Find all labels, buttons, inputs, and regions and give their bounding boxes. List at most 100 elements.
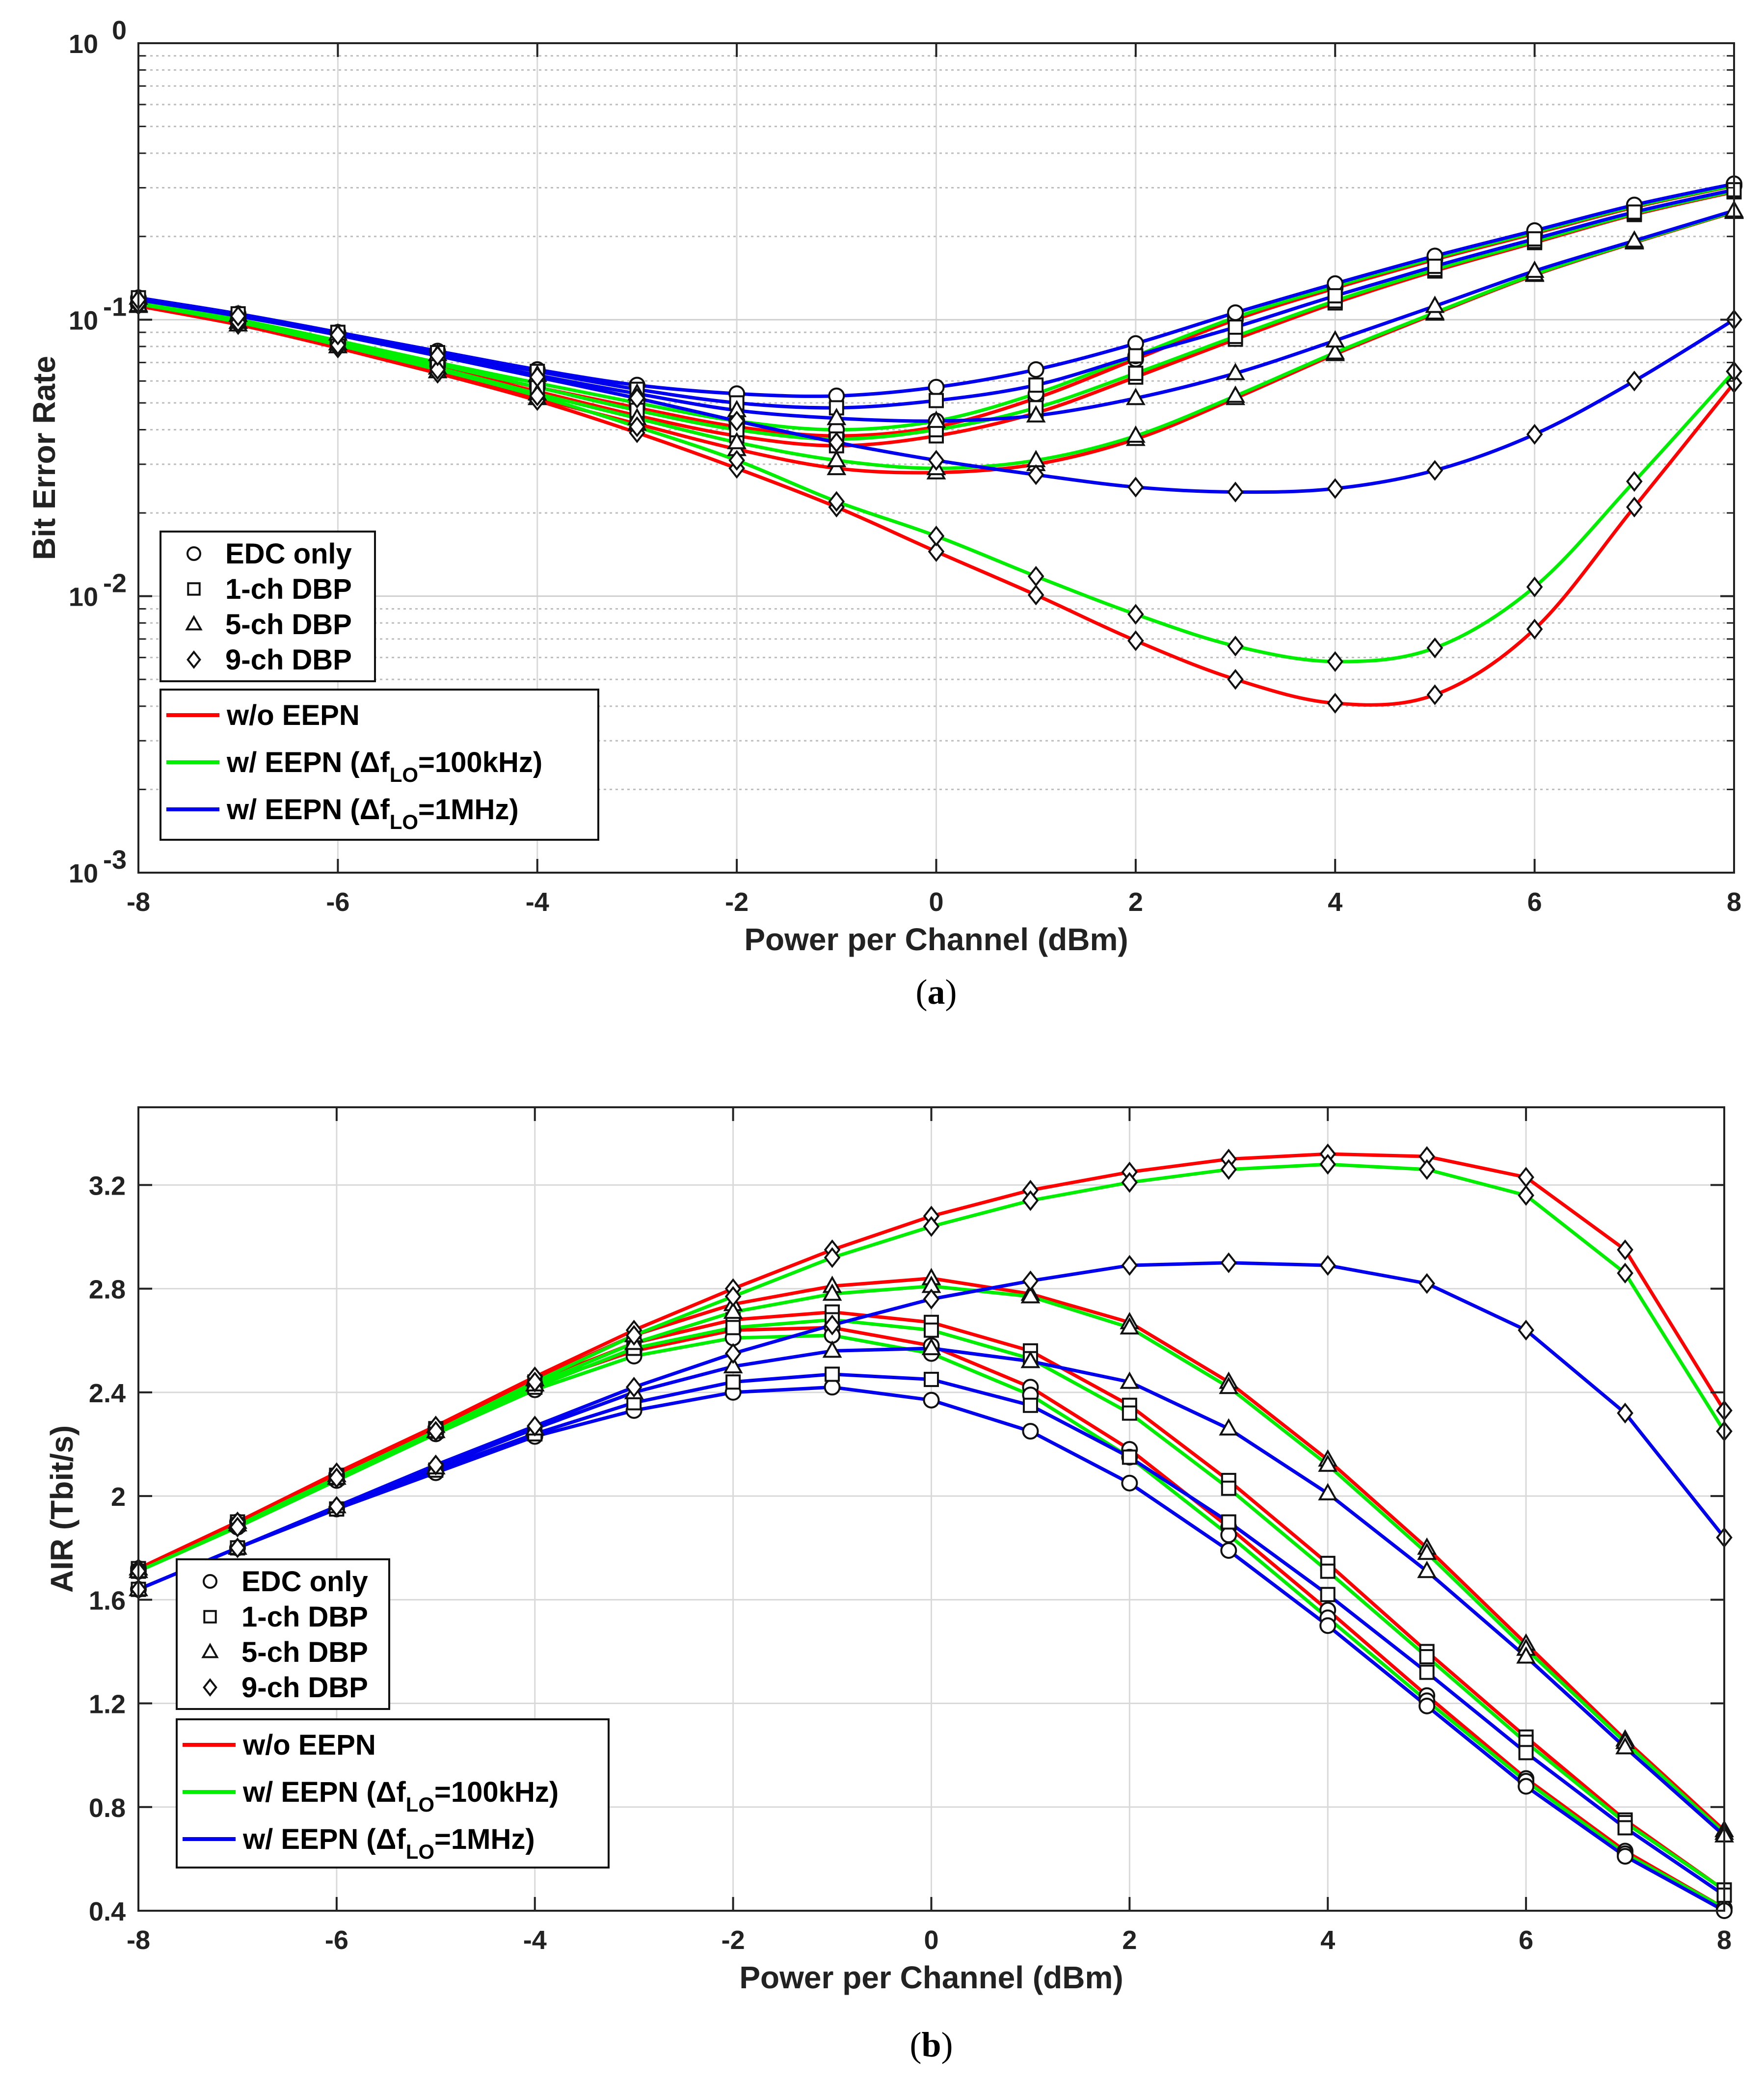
data-point-marker	[822, 1283, 842, 1301]
y-tick-exponent: 0	[112, 16, 127, 45]
data-point-marker	[1426, 637, 1443, 659]
data-point-marker	[924, 1371, 939, 1387]
data-point-marker	[1028, 377, 1044, 393]
data-point-marker	[1125, 387, 1146, 405]
data-point-marker	[229, 1517, 246, 1538]
data-point-marker	[923, 1216, 940, 1237]
data-point-marker	[1318, 1454, 1338, 1472]
y-tick-label: 10	[69, 583, 98, 612]
data-point-marker	[1020, 1351, 1041, 1368]
y-tick-label: 2.8	[89, 1275, 126, 1305]
data-point-marker	[1617, 1239, 1633, 1260]
data-point-marker	[625, 1325, 642, 1346]
data-point-marker	[1319, 1153, 1336, 1175]
data-point-marker	[1327, 693, 1344, 714]
data-point-marker	[1419, 1649, 1435, 1664]
data-point-marker	[1524, 260, 1545, 278]
legend-label: 5-ch DBP	[241, 1636, 368, 1668]
data-point-marker	[428, 1420, 444, 1442]
data-point-marker	[923, 1288, 940, 1309]
data-point-marker	[921, 1337, 941, 1356]
data-point-marker	[1418, 1159, 1435, 1180]
data-point-marker	[1526, 424, 1543, 445]
data-point-marker	[429, 359, 446, 380]
x-tick-label: 0	[924, 1925, 938, 1955]
panel-caption: (a)	[916, 972, 957, 1012]
y-tick-label: 0.4	[89, 1897, 126, 1926]
data-point-marker	[1121, 1474, 1138, 1492]
data-point-marker	[1526, 618, 1543, 640]
data-point-marker	[1127, 630, 1144, 651]
x-tick-label: -6	[325, 1925, 348, 1955]
data-point-marker	[1516, 1646, 1536, 1664]
data-point-marker	[328, 1467, 345, 1489]
data-point-marker	[1022, 1190, 1039, 1211]
y-tick-label: 1.2	[89, 1690, 126, 1719]
y-tick-label: 10	[69, 306, 98, 335]
x-tick-label: 2	[1128, 887, 1143, 917]
data-point-marker	[529, 385, 546, 406]
data-point-marker	[1227, 304, 1244, 321]
legend-label: EDC only	[225, 538, 352, 570]
data-point-marker	[1121, 1172, 1138, 1193]
data-point-marker	[1125, 425, 1146, 443]
data-point-marker	[1220, 1252, 1237, 1274]
data-point-marker	[1626, 496, 1643, 518]
x-tick-label: -2	[725, 887, 748, 917]
data-point-marker	[1122, 1449, 1137, 1465]
y-tick-label: 0.8	[89, 1793, 126, 1823]
data-point-marker	[1027, 565, 1044, 587]
legend-marker-triangle	[185, 614, 203, 631]
data-point-marker	[1120, 1317, 1140, 1335]
data-point-marker	[1419, 1664, 1435, 1680]
data-point-marker	[1027, 585, 1044, 606]
data-point-marker	[1627, 204, 1642, 220]
legend-marker-square	[203, 1610, 217, 1624]
line-legend-box	[160, 689, 599, 841]
line-legend-box	[176, 1718, 610, 1869]
data-point-marker	[1325, 342, 1345, 360]
data-point-marker	[526, 1415, 543, 1437]
data-point-marker	[429, 345, 446, 367]
data-point-marker	[1320, 1587, 1336, 1602]
data-point-marker	[1320, 1563, 1336, 1579]
line-legend: w/o EEPN w/ EEPN (ΔfLO=100kHz) w/ EEPN (Δf…	[176, 1718, 610, 1869]
y-axis-label: Bit Error Rate	[27, 356, 62, 560]
data-point-marker	[929, 393, 944, 408]
x-tick-label: 4	[1328, 887, 1342, 917]
data-point-marker	[822, 1340, 842, 1358]
legend-marker-square	[187, 582, 201, 596]
data-point-marker	[1617, 1402, 1633, 1424]
data-point-marker	[1227, 636, 1244, 657]
data-point-marker	[328, 1495, 345, 1517]
y-tick-label: 3.2	[89, 1171, 126, 1201]
data-point-marker	[1319, 1255, 1336, 1276]
x-axis-label: Power per Channel (dBm)	[739, 1960, 1123, 1995]
data-point-marker	[926, 410, 946, 428]
legend-label: EDC only	[241, 1566, 368, 1598]
data-point-marker	[928, 525, 945, 547]
x-tick-label: 0	[929, 887, 943, 917]
data-point-marker	[230, 305, 246, 327]
data-point-marker	[1228, 319, 1243, 335]
x-tick-label: 8	[1717, 1925, 1732, 1955]
data-point-marker	[1518, 1745, 1534, 1761]
y-tick-label: 2	[111, 1482, 126, 1512]
data-point-marker	[1617, 1848, 1634, 1865]
data-point-marker	[1221, 1514, 1236, 1530]
series-line	[138, 303, 1736, 707]
data-point-marker	[1226, 363, 1245, 380]
data-point-marker	[1128, 348, 1144, 364]
series-markers	[129, 1143, 1734, 1919]
legend-label: 9-ch DBP	[225, 644, 352, 676]
data-point-marker	[723, 1356, 743, 1374]
x-tick-label: -4	[526, 887, 549, 917]
data-point-marker	[828, 432, 845, 453]
data-point-marker	[1617, 1820, 1633, 1836]
data-point-marker	[727, 431, 747, 450]
data-point-marker	[1325, 330, 1345, 347]
data-point-marker	[1227, 669, 1244, 690]
data-point-marker	[1624, 230, 1644, 248]
